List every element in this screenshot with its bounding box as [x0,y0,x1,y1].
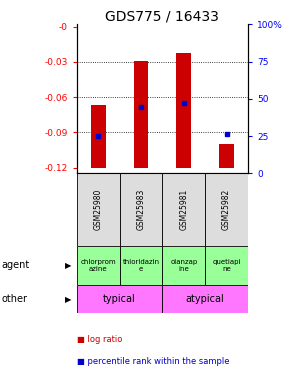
Text: thioridazin
e: thioridazin e [122,259,160,272]
Bar [162,285,248,313]
Text: quetiapi
ne: quetiapi ne [212,259,241,272]
Bar [119,246,162,285]
Bar [91,105,106,168]
Text: ■ percentile rank within the sample: ■ percentile rank within the sample [77,357,229,366]
Bar [77,246,120,285]
Text: ▶: ▶ [65,295,72,304]
Bar [77,285,162,313]
Text: GSM25980: GSM25980 [94,189,103,230]
Text: ▶: ▶ [65,261,72,270]
Title: GDS775 / 16433: GDS775 / 16433 [106,9,219,23]
Bar [219,144,234,168]
Text: typical: typical [103,294,136,304]
Bar [133,61,148,168]
Text: atypical: atypical [186,294,224,304]
Bar [176,53,191,168]
Bar [162,246,205,285]
Text: olanzap
ine: olanzap ine [170,259,197,272]
Bar [119,173,162,246]
Bar [162,173,205,246]
Bar [205,246,248,285]
Text: chlorprom
azine: chlorprom azine [80,259,116,272]
Text: GSM25983: GSM25983 [137,189,146,230]
Text: agent: agent [1,260,30,270]
Bar [77,173,120,246]
Text: other: other [1,294,28,304]
Text: GSM25982: GSM25982 [222,189,231,230]
Bar [205,173,248,246]
Text: GSM25981: GSM25981 [179,189,188,230]
Text: ■ log ratio: ■ log ratio [77,335,122,344]
